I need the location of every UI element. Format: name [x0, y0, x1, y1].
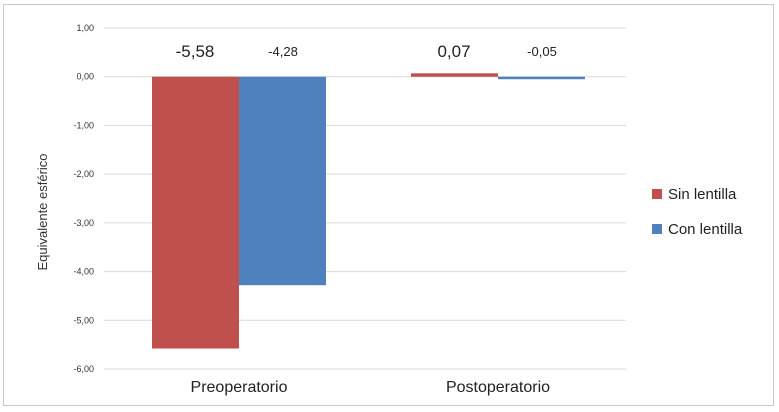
legend-swatch: [652, 189, 662, 199]
legend-label: Sin lentilla: [668, 186, 737, 203]
y-axis-label: Equivalente esférico: [35, 153, 50, 270]
data-label: -0,05: [527, 44, 557, 59]
bars: [152, 73, 585, 349]
data-label: -5,58: [176, 42, 215, 61]
data-label: -4,28: [268, 44, 298, 59]
y-tick-label: -1,00: [73, 120, 94, 130]
bar-sin-lentilla-postoperatorio: [411, 73, 498, 77]
bar-con-lentilla-preoperatorio: [239, 76, 326, 286]
bar-sin-lentilla-preoperatorio: [152, 76, 239, 349]
y-tick-label: -2,00: [73, 169, 94, 179]
y-tick-label: -4,00: [73, 267, 94, 277]
data-label: 0,07: [437, 42, 470, 61]
y-tick-label: -3,00: [73, 218, 94, 228]
chart-frame: [3, 4, 774, 406]
x-category-label: Postoperatorio: [446, 379, 550, 396]
x-category-label: Preoperatorio: [191, 379, 288, 396]
bar-con-lentilla-postoperatorio: [498, 76, 585, 80]
data-labels: -5,58 -4,28 0,07 -0,05: [176, 42, 557, 61]
y-tick-label: -6,00: [73, 364, 94, 374]
y-tick-label: 0,00: [76, 72, 94, 82]
y-axis-ticks: 1,00 0,00 -1,00 -2,00 -3,00 -4,00 -5,00 -6,00: [73, 23, 94, 374]
x-axis-categories: Preoperatorio Postoperatorio: [191, 379, 551, 396]
legend-swatch: [652, 224, 662, 234]
legend: Sin lentilla Con lentilla: [652, 186, 743, 238]
legend-label: Con lentilla: [668, 221, 743, 238]
y-tick-label: 1,00: [76, 23, 94, 33]
y-tick-label: -5,00: [73, 315, 94, 325]
